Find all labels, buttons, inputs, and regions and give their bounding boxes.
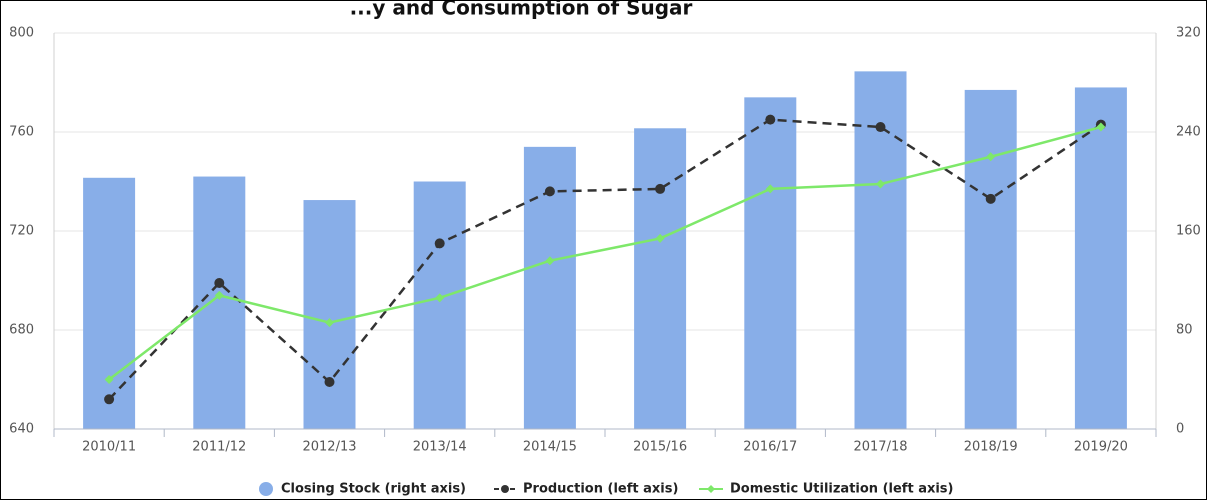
legend-production-label: Production (left axis) xyxy=(523,482,678,497)
bar-closing-stock xyxy=(303,200,356,429)
production-point xyxy=(544,186,555,197)
domestic-utilization-point xyxy=(214,290,224,300)
legend-closing-stock-label: Closing Stock (right axis) xyxy=(281,482,466,497)
production-point xyxy=(765,114,776,125)
left-axis-tick-label: 720 xyxy=(9,224,34,239)
closing-stock-bars xyxy=(83,71,1127,430)
right-axis-tick-label: 320 xyxy=(1176,26,1201,41)
domestic-utilization-point xyxy=(104,375,114,384)
bar-closing-stock xyxy=(83,177,136,429)
production-point xyxy=(875,122,886,133)
legend-closing-stock-marker xyxy=(259,482,273,496)
domestic-utilization-point xyxy=(1096,122,1106,132)
legend: Closing Stock (right axis) Production (le… xyxy=(259,482,954,497)
chart-title: ...y and Consumption of Sugar xyxy=(350,1,693,20)
x-axis-tick-label: 2011/12 xyxy=(192,440,246,455)
x-axis-tick-label: 2012/13 xyxy=(302,440,356,455)
legend-production-marker xyxy=(501,485,509,493)
domestic-utilization-point xyxy=(986,152,996,162)
production-point xyxy=(985,193,996,204)
right-axis-tick-label: 160 xyxy=(1176,224,1201,239)
production-point xyxy=(104,394,115,405)
domestic-utilization-point xyxy=(545,256,555,266)
bar-closing-stock xyxy=(193,176,246,429)
domestic-utilization-line xyxy=(108,125,1102,381)
domestic-utilization-point xyxy=(655,233,665,243)
production-point xyxy=(434,238,445,249)
bar-closing-stock xyxy=(413,181,466,429)
left-axis-tick-label: 800 xyxy=(9,26,34,41)
axes: 640 0 680 80 720 160 760 240 800 320 2010/11 2011/1… xyxy=(9,26,1201,455)
right-axis-tick-label: 240 xyxy=(1176,125,1201,140)
production-point xyxy=(655,183,666,194)
domestic-utilization-point xyxy=(325,318,334,328)
x-axis-tick-label: 2010/11 xyxy=(82,440,136,455)
right-axis-tick-label: 0 xyxy=(1176,422,1184,437)
left-axis-tick-label: 640 xyxy=(9,422,34,437)
series-lines xyxy=(104,114,1106,405)
x-axis-tick-label: 2015/16 xyxy=(633,440,687,455)
production-point xyxy=(214,277,225,288)
bar-closing-stock xyxy=(1074,87,1127,429)
domestic-utilization-point xyxy=(435,293,445,303)
domestic-utilization-point xyxy=(876,179,885,189)
left-axis-tick-label: 760 xyxy=(9,125,34,140)
x-axis-tick-label: 2014/15 xyxy=(523,440,577,455)
x-axis-tick-label: 2016/17 xyxy=(743,440,797,455)
x-axis-tick-label: 2018/19 xyxy=(964,440,1018,455)
left-axis-tick-label: 680 xyxy=(9,323,34,338)
bar-closing-stock xyxy=(964,89,1017,430)
x-axis-tick-label: 2019/20 xyxy=(1074,440,1128,455)
legend-domestic-utilization-label: Domestic Utilization (left axis) xyxy=(730,482,954,497)
x-axis-tick-label: 2017/18 xyxy=(853,440,907,455)
chart-title-group: ...y and Consumption of Sugar xyxy=(350,1,693,20)
legend-domestic-utilization-marker xyxy=(707,485,715,493)
production-line xyxy=(108,118,1102,401)
bar-closing-stock xyxy=(744,97,797,429)
bar-closing-stock xyxy=(634,128,687,429)
right-axis-tick-label: 80 xyxy=(1176,323,1193,338)
x-axis-tick-label: 2013/14 xyxy=(413,440,467,455)
production-point xyxy=(324,376,335,387)
domestic-utilization-point xyxy=(765,184,775,194)
